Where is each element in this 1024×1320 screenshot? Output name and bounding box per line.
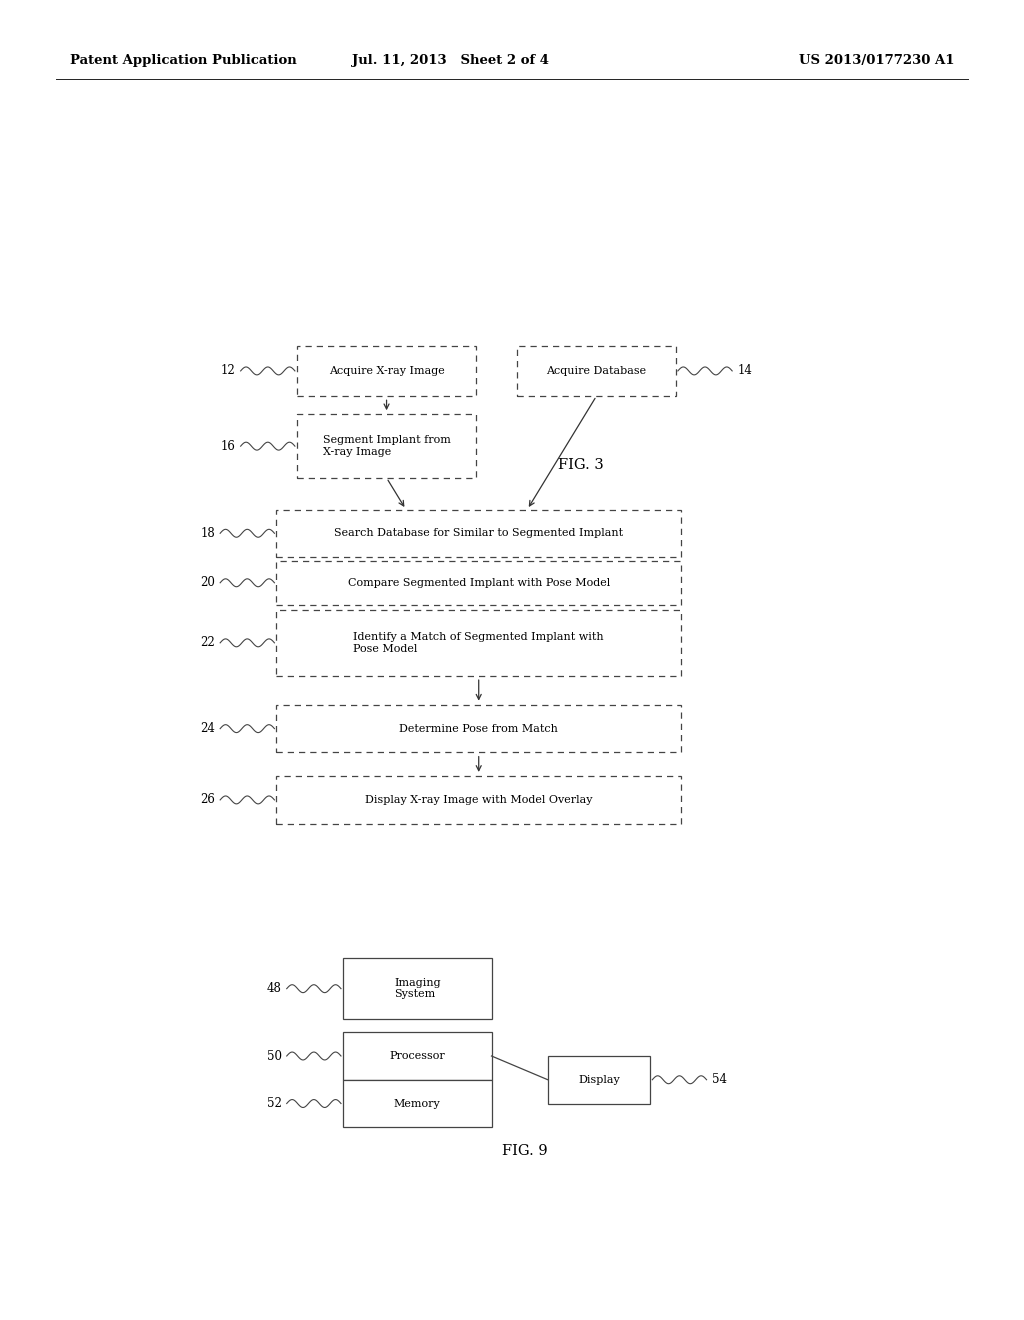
Text: Segment Implant from
X-ray Image: Segment Implant from X-ray Image [323,436,451,457]
Text: 16: 16 [220,440,236,453]
Bar [276,776,681,824]
Text: US 2013/0177230 A1: US 2013/0177230 A1 [799,54,954,67]
Bar [276,510,681,557]
Bar [343,958,492,1019]
Bar [276,705,681,752]
Text: Display: Display [579,1074,620,1085]
Text: 14: 14 [737,364,753,378]
Text: Identify a Match of Segmented Implant with
Pose Model: Identify a Match of Segmented Implant wi… [353,632,604,653]
Text: Memory: Memory [394,1098,440,1109]
Text: FIG. 3: FIG. 3 [558,458,604,471]
Bar [343,1080,492,1127]
Text: Acquire Database: Acquire Database [547,366,646,376]
Bar [548,1056,650,1104]
Text: 24: 24 [200,722,215,735]
Text: 18: 18 [201,527,215,540]
Text: Processor: Processor [389,1051,445,1061]
Text: 50: 50 [266,1049,282,1063]
Text: 12: 12 [221,364,236,378]
Text: Acquire X-ray Image: Acquire X-ray Image [329,366,444,376]
Text: FIG. 9: FIG. 9 [502,1144,548,1158]
Text: 52: 52 [266,1097,282,1110]
Text: 22: 22 [201,636,215,649]
Text: Determine Pose from Match: Determine Pose from Match [399,723,558,734]
Text: 54: 54 [712,1073,727,1086]
Text: Display X-ray Image with Model Overlay: Display X-ray Image with Model Overlay [365,795,593,805]
Bar [276,610,681,676]
Text: Search Database for Similar to Segmented Implant: Search Database for Similar to Segmented… [334,528,624,539]
Text: Compare Segmented Implant with Pose Model: Compare Segmented Implant with Pose Mode… [347,578,610,587]
Bar [343,1032,492,1080]
Text: Patent Application Publication: Patent Application Publication [70,54,296,67]
Bar [297,346,476,396]
Text: Imaging
System: Imaging System [394,978,440,999]
Text: 20: 20 [200,577,215,589]
Bar [297,414,476,478]
Bar [276,561,681,605]
Text: 48: 48 [266,982,282,995]
Bar [517,346,676,396]
Text: 26: 26 [200,793,215,807]
Text: Jul. 11, 2013   Sheet 2 of 4: Jul. 11, 2013 Sheet 2 of 4 [352,54,549,67]
